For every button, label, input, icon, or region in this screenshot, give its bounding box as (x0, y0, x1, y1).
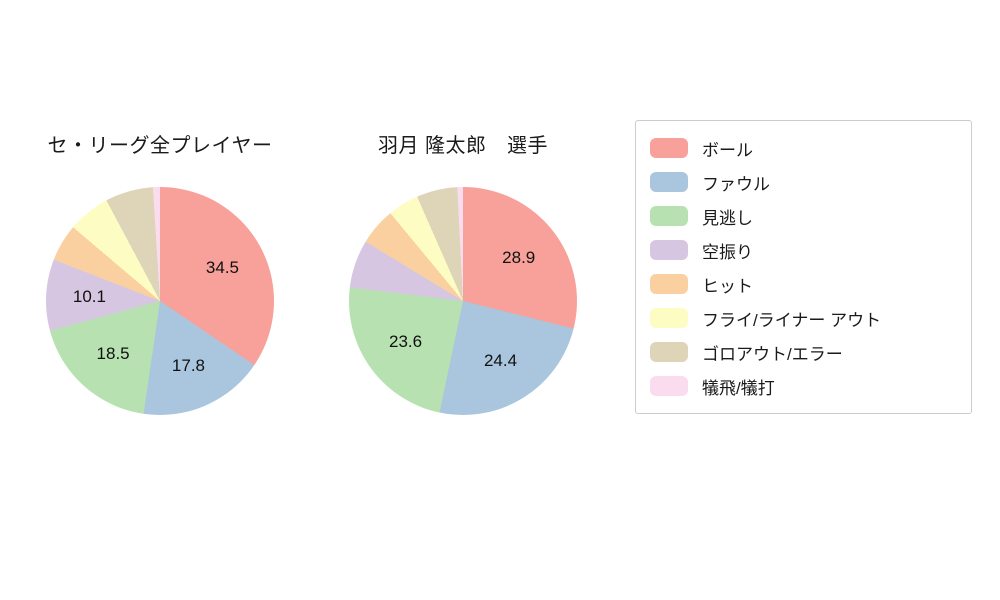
pie-slice-label: 24.4 (483, 350, 518, 370)
pie-slice-label: 18.5 (96, 343, 130, 363)
legend-swatch (650, 240, 688, 260)
legend-swatch (650, 274, 688, 294)
legend-item: ゴロアウト/エラー (650, 335, 957, 369)
legend-item: 見逃し (650, 199, 957, 233)
pie-slice-label: 28.9 (502, 247, 536, 267)
pie-chart-1: 28.9 24.4 23.6 (349, 187, 577, 415)
legend-label: ゴロアウト/エラー (702, 344, 843, 364)
legend-item: ボール (650, 131, 957, 165)
legend-item: ファウル (650, 165, 957, 199)
legend-label: ヒット (702, 276, 753, 296)
legend-swatch (650, 206, 688, 226)
legend-label: ボール (702, 140, 753, 160)
pie-slice-label: 34.5 (205, 257, 239, 277)
legend-swatch (650, 308, 688, 328)
legend-swatch (650, 138, 688, 158)
pie-chart-0: 34.5 17.8 18.5 10.1 (46, 187, 274, 415)
legend-item: 空振り (650, 233, 957, 267)
chart-title-league: セ・リーグ全プレイヤー (47, 135, 273, 157)
pie-slice-label: 10.1 (72, 287, 106, 307)
legend-label: 見逃し (702, 208, 753, 228)
legend: ボールファウル見逃し空振りヒットフライ/ライナー アウト ゴロアウト/エラー 犠飛/… (635, 120, 972, 414)
legend-item: ヒット (650, 267, 957, 301)
legend-label: 空振り (702, 242, 753, 262)
legend-swatch (650, 342, 688, 362)
legend-swatch (650, 172, 688, 192)
pie-slice-label: 23.6 (389, 332, 423, 352)
legend-label: 犠飛/犠打 (702, 378, 775, 398)
legend-label: ファウル (702, 174, 770, 194)
legend-item: 犠飛/犠打 (650, 369, 957, 403)
legend-swatch (650, 376, 688, 396)
pie-slice-label: 17.8 (171, 355, 206, 375)
legend-item: フライ/ライナー アウト (650, 301, 957, 335)
chart-title-player: 羽月 隆太郎 選手 (377, 135, 549, 157)
legend-label: フライ/ライナー アウト (702, 310, 882, 330)
